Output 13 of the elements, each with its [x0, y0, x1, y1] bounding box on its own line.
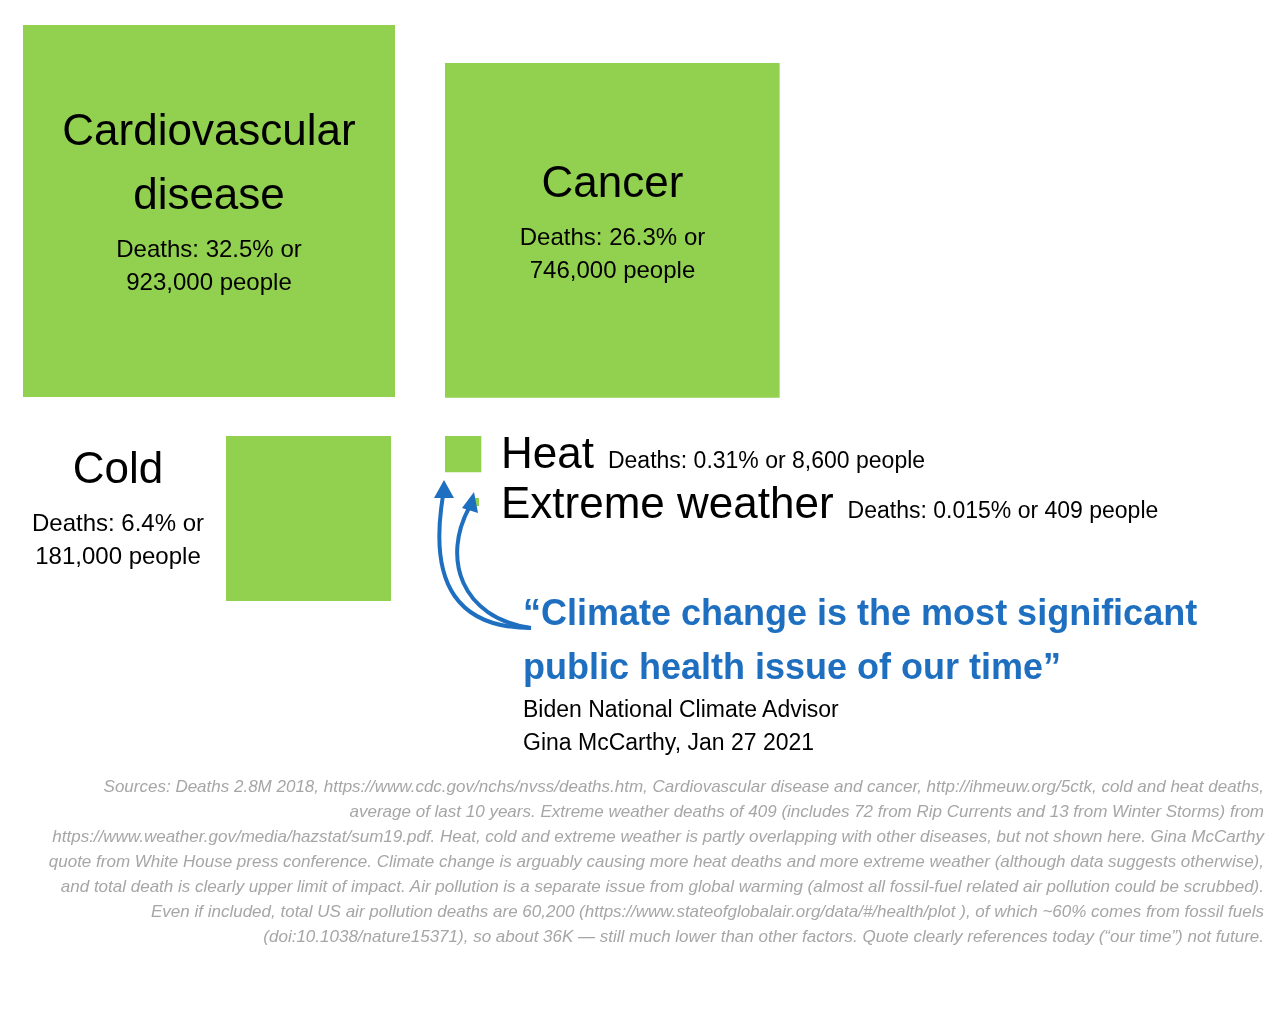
- category-label: Cold: [71, 442, 165, 494]
- category-label: Cancer: [540, 156, 685, 208]
- data-label: Deaths: 0.015% or 409 people: [847, 497, 1159, 524]
- category-label: Cardiovascular disease: [61, 104, 357, 220]
- data-label: Deaths: 6.4% or 181,000 people: [30, 508, 206, 571]
- data-label: Deaths: 32.5% or 923,000 people: [115, 234, 303, 297]
- data-label: Deaths: 26.3% or 746,000 people: [518, 222, 707, 285]
- category-label: Heat: [501, 428, 594, 478]
- data-label: Deaths: 0.31% or 8,600 people: [607, 447, 926, 474]
- category-label: Extreme weather: [501, 478, 834, 528]
- text: Biden National Climate Advisor Gina McCarthy, Jan 27 2021: [523, 695, 839, 757]
- source-note: Sources: Deaths 2.8M 2018, https://www.cdc.gov/nchs/nvss/deaths.htm, Cardiovascular disease and cancer, http://ihmeuw.org/5ctk, cold and heat deaths, average of last 10 years. Extreme weather deaths of 409 (includes 72 from Rip Currents and 13 from Winter Storms) from https://www.weather.gov/media/hazstat/sum19.pdf. Heat, cold and extreme weather is partly overlapping with other diseases, but not shown here. Gina McCarthy quote from White House press conference. Climate change is arguably causing more heat deaths and more extreme weather (although data suggests otherwise), and total death is clearly upper limit of impact. Air pollution is a separate issue from global warming (almost all fossil-fuel related air pollution could be scrubbed). Even if included, total US air pollution deaths are 60,200 (https://www.stateofglobalair.org/data/#/health/plot ), of which ~60% comes from fossil fuels (doi:10.1038/nature15371), so about 36K — still much lower than other factors. Quote clearly references today (“our time”) not future.: [47, 776, 1264, 948]
- text: “Climate change is the most significant public health issue of our time”: [523, 591, 1199, 689]
